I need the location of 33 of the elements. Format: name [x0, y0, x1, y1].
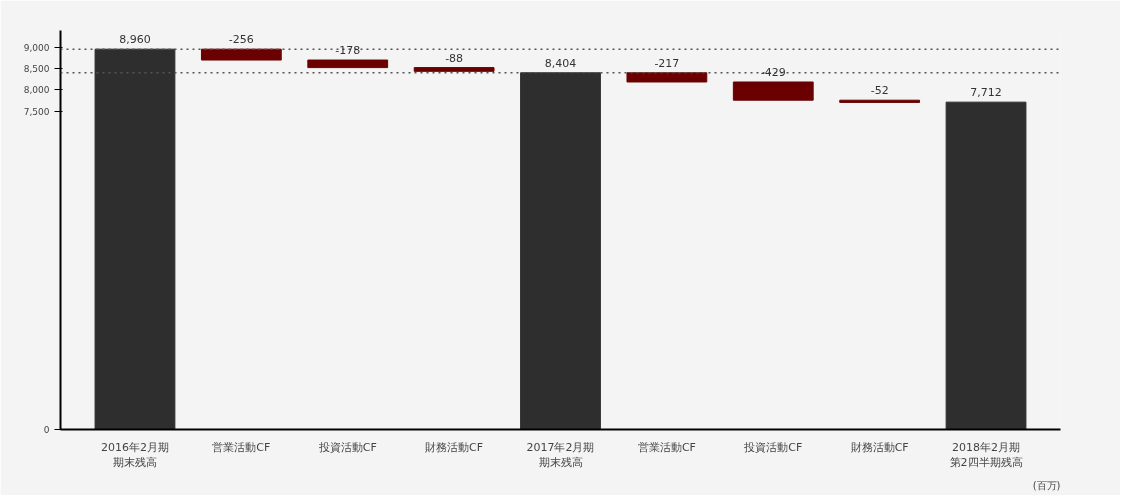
x-tick-label: 営業活動CF: [212, 440, 271, 454]
x-tick-label: 2017年2月期期末残高: [526, 440, 595, 470]
y-tick-label: 9,000: [23, 42, 50, 53]
bar: [626, 72, 708, 83]
data-label: 7,712: [970, 86, 1002, 100]
x-tick-label: 投資活動CF: [317, 440, 377, 454]
x-tick-label: 営業活動CF: [637, 440, 696, 454]
data-label: -429: [760, 65, 786, 79]
bar: [307, 59, 389, 69]
bar: [732, 81, 814, 101]
data-label: -88: [445, 51, 464, 65]
y-tick-label: 0: [43, 425, 50, 435]
bar: [94, 48, 176, 430]
bar: [945, 101, 1027, 430]
x-tick-label: 財務活動CF: [850, 440, 909, 454]
y-tick-label: 8,000: [23, 85, 50, 96]
text: (百万): [1032, 479, 1061, 491]
data-label: 8,960: [119, 33, 151, 47]
y-tick-label: 7,500: [23, 106, 50, 117]
x-tick-label: 2016年2月期期末残高: [100, 440, 169, 470]
data-label: -256: [228, 33, 254, 47]
bar: [413, 67, 495, 72]
data-label: -217: [654, 56, 680, 70]
bar: [200, 48, 282, 61]
bar: [839, 99, 921, 103]
y-tick-label: 8,500: [23, 64, 50, 75]
x-tick-label: 2018年2月期第2四半期残高: [949, 440, 1023, 470]
bar: [520, 72, 601, 430]
x-tick-label: 財務活動CF: [425, 440, 484, 454]
data-label: -178: [335, 44, 361, 58]
x-tick-label: 投資活動CF: [743, 440, 803, 454]
data-label: 8,404: [544, 56, 577, 70]
data-label: -52: [870, 84, 889, 98]
